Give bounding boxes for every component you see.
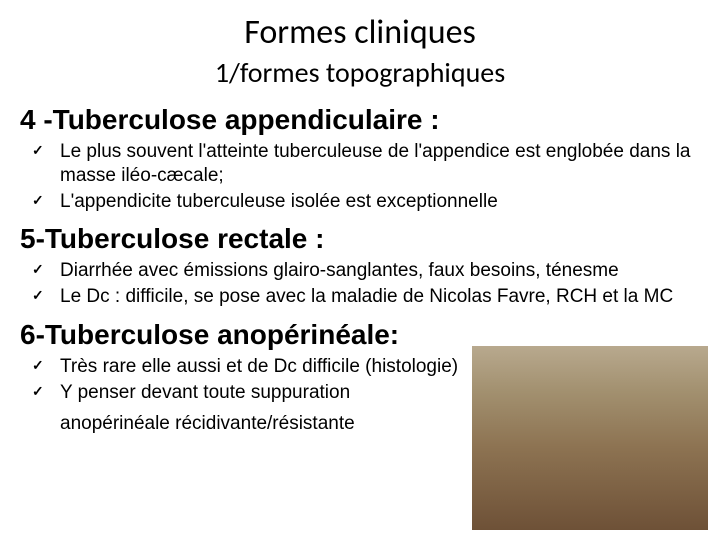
section-4-list: Le plus souvent l'atteinte tuberculeuse … <box>20 140 700 213</box>
section-5-item-0: Diarrhée avec émissions glairo-sanglante… <box>32 259 700 283</box>
slide-container: Formes cliniques 1/formes topographiques… <box>0 0 720 540</box>
section-5-heading: 5-Tuberculose rectale : <box>20 223 700 255</box>
section-4-item-0: Le plus souvent l'atteinte tuberculeuse … <box>32 140 700 188</box>
slide-title: Formes cliniques <box>20 12 700 53</box>
slide-subtitle: 1/formes topographiques <box>20 55 700 90</box>
section-4: 4 -Tuberculose appendiculaire : Le plus … <box>20 104 700 213</box>
section-4-heading: 4 -Tuberculose appendiculaire : <box>20 104 700 136</box>
section-5-list: Diarrhée avec émissions glairo-sanglante… <box>20 259 700 309</box>
clinical-photo-placeholder <box>472 346 708 530</box>
section-5-item-1: Le Dc : difficile, se pose avec la malad… <box>32 285 700 309</box>
section-4-item-1: L'appendicite tuberculeuse isolée est ex… <box>32 190 700 214</box>
section-5: 5-Tuberculose rectale : Diarrhée avec ém… <box>20 223 700 309</box>
